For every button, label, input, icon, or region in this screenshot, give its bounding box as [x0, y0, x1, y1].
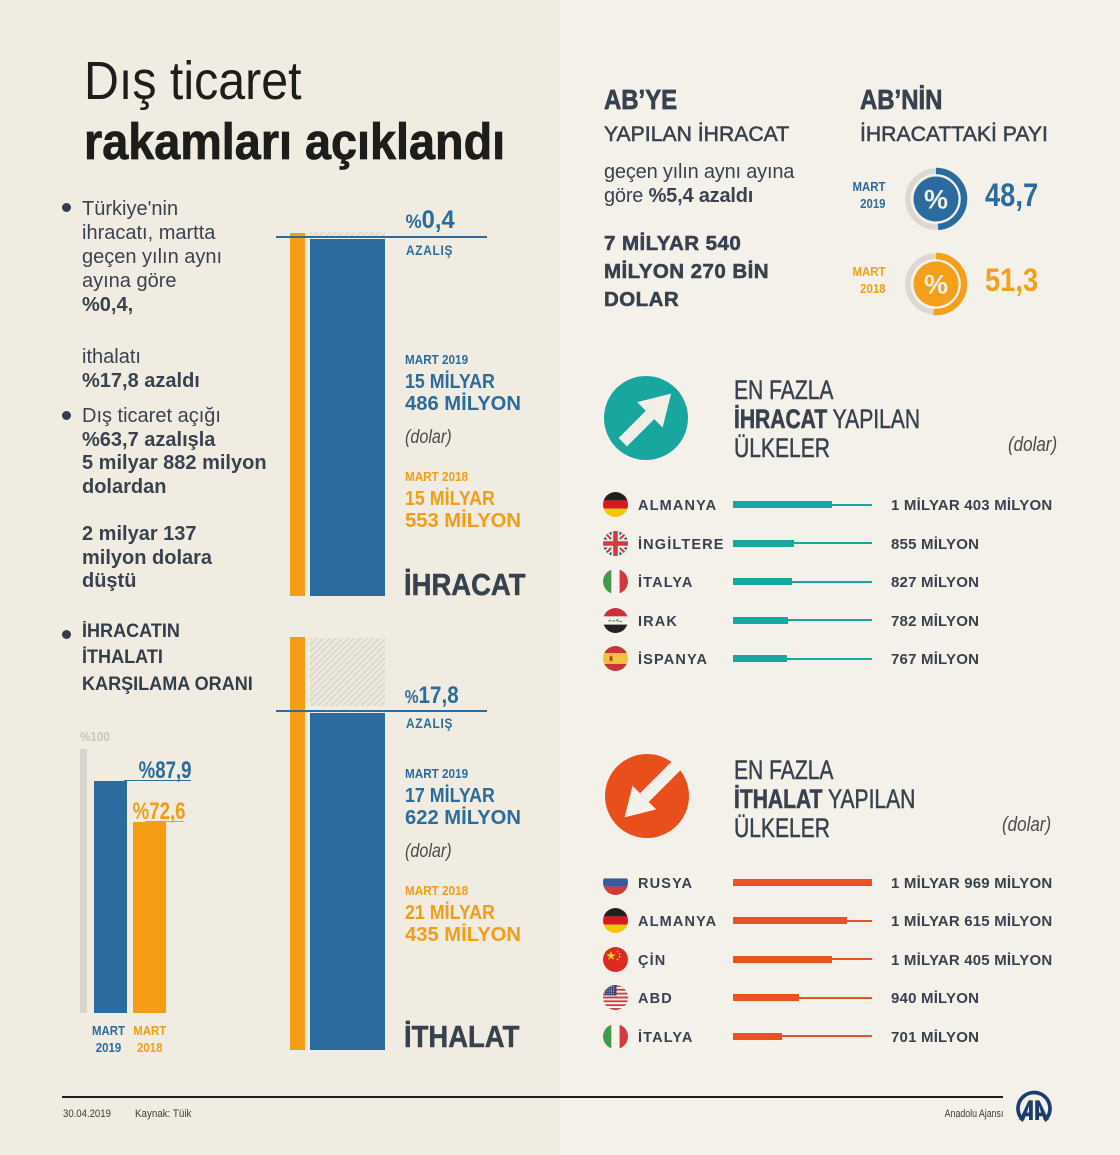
- svg-text:%: %: [924, 185, 948, 215]
- svg-text:%: %: [924, 270, 948, 300]
